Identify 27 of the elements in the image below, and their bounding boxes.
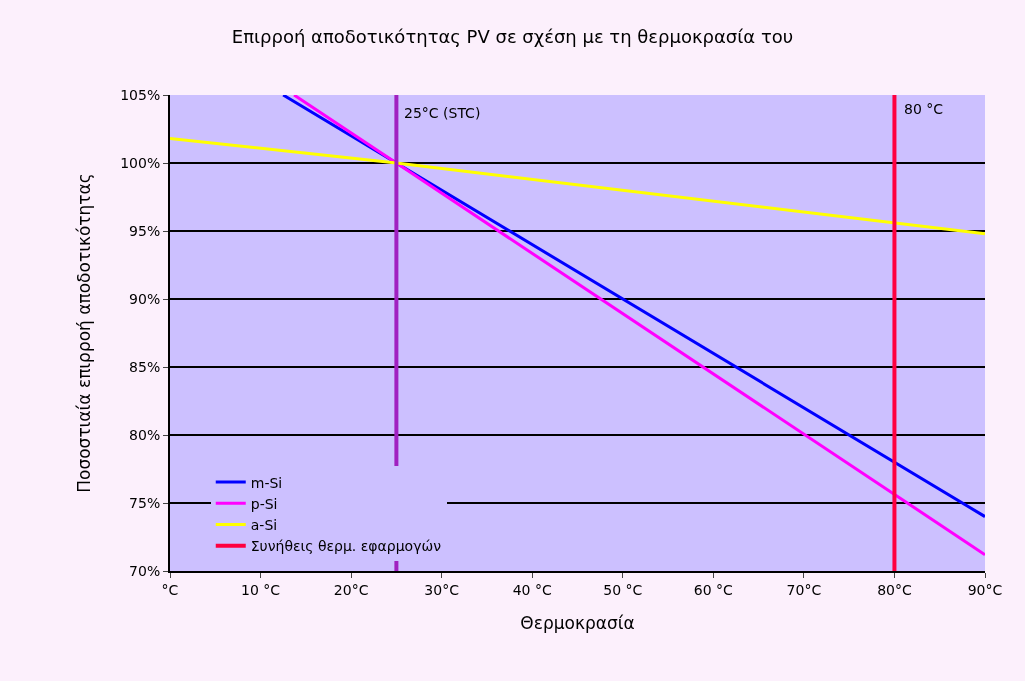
y-tick-label: 70%	[129, 562, 161, 579]
y-tick-label: 90%	[129, 290, 161, 307]
x-tick-label: 90°C	[967, 581, 1003, 598]
y-tick-label: 95%	[129, 222, 161, 239]
legend-label: p-Si	[250, 495, 278, 512]
y-axis-title: Ποσοστιαία επιρροή αποδοτικότητας	[74, 173, 95, 493]
x-tick-label: 80°C	[877, 581, 912, 598]
x-tick-label: 60 °C	[693, 581, 734, 598]
y-tick-label: 85%	[129, 358, 161, 375]
x-axis-title: Θερμοκρασία	[520, 612, 635, 633]
legend-label: m-Si	[250, 474, 283, 491]
x-tick-label: 70°C	[786, 581, 822, 598]
legend-label: Συνήθεις θερμ. εφαρμογών	[250, 538, 442, 555]
y-tick-label: 100%	[120, 154, 161, 171]
x-tick-label: 40 °C	[512, 581, 552, 598]
annotation: 80 °C	[904, 101, 944, 117]
x-tick-label: 50 °C	[603, 581, 643, 598]
chart-title: Επιρροή αποδοτικότητας PV σε σχέση με τη θερμοκρασία του	[231, 26, 794, 48]
y-tick-label: 80%	[129, 426, 161, 443]
x-tick-label: 10 °C	[241, 581, 281, 598]
x-tick-label: °C	[161, 581, 179, 598]
x-tick-label: 20°C	[333, 581, 369, 598]
y-tick-label: 75%	[129, 494, 161, 511]
x-tick-label: 30°C	[424, 581, 460, 598]
ref-line-label: 25°C (STC)	[404, 105, 481, 121]
legend-label: a-Si	[250, 516, 278, 533]
y-tick-label: 105%	[120, 86, 161, 103]
